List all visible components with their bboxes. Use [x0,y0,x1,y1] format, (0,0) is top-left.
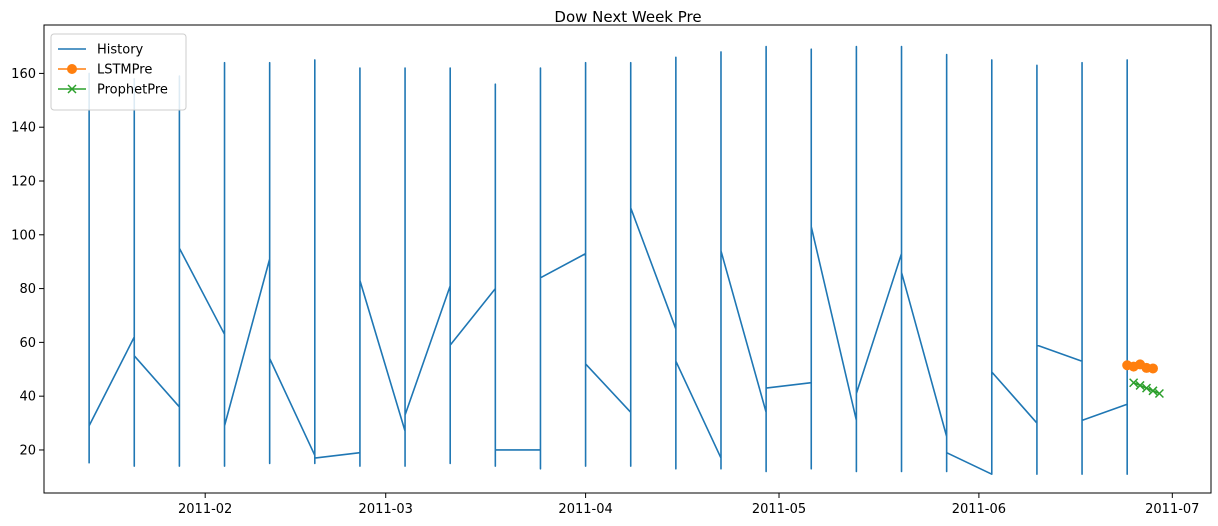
data-point-prophetpre [1148,386,1158,396]
x-tick-label: 2011-04 [558,502,612,517]
y-tick-label: 80 [19,282,36,297]
marker-stroke [67,84,77,94]
marker-stroke [1129,378,1139,388]
x-tick-label: 2011-07 [1145,502,1199,517]
legend: History LSTMPre ProphetPre [50,33,187,111]
y-tick-label: 140 [11,121,36,136]
plot-frame [43,24,1212,494]
data-point-prophetpre [1141,383,1152,393]
series-prophetpre [1129,378,1164,399]
legend-label: LSTMPre [97,63,152,78]
legend-item-history: History [58,43,144,58]
legend-label: History [97,43,144,58]
series-history [88,45,1128,475]
y-tick-label: 40 [19,390,36,405]
legend-label: ProphetPre [97,83,168,98]
x-tick-label: 2011-06 [952,502,1006,517]
series-line-history [88,45,1128,475]
marker-stroke [1148,386,1158,396]
y-tick-label: 60 [19,336,36,351]
data-point-prophetpre [1129,378,1139,388]
legend-marker [67,84,77,94]
legend-item-prophetpre: ProphetPre [58,83,168,98]
x-tick-label: 2011-03 [359,502,413,517]
data-point-prophetpre [1135,380,1145,390]
legend-box [50,33,187,111]
marker-stroke [1154,388,1164,399]
data-point-lstmpre [1147,363,1158,374]
legend-item-lstmpre: LSTMPre [58,63,152,78]
marker-stroke [1135,380,1145,390]
x-tick-label: 2011-02 [178,502,232,517]
series-layer [88,45,1164,475]
y-tick-label: 100 [11,228,36,243]
data-point-prophetpre [1154,388,1164,399]
y-tick-label: 160 [11,67,36,82]
series-lstmpre [1122,359,1158,374]
axis-layer: 2011-02 2011-03 2011-04 2011-05 2011-06 2011-… [11,67,1199,517]
marker-stroke [1141,383,1152,393]
x-tick-label: 2011-05 [752,502,806,517]
y-tick-label: 120 [11,175,36,190]
chart-title: Dow Next Week Pre [554,8,701,26]
legend-marker [67,64,77,74]
y-tick-label: 20 [19,443,36,458]
